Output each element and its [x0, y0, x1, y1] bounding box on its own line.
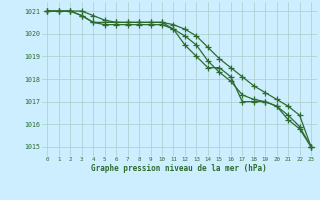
X-axis label: Graphe pression niveau de la mer (hPa): Graphe pression niveau de la mer (hPa) — [91, 164, 267, 173]
